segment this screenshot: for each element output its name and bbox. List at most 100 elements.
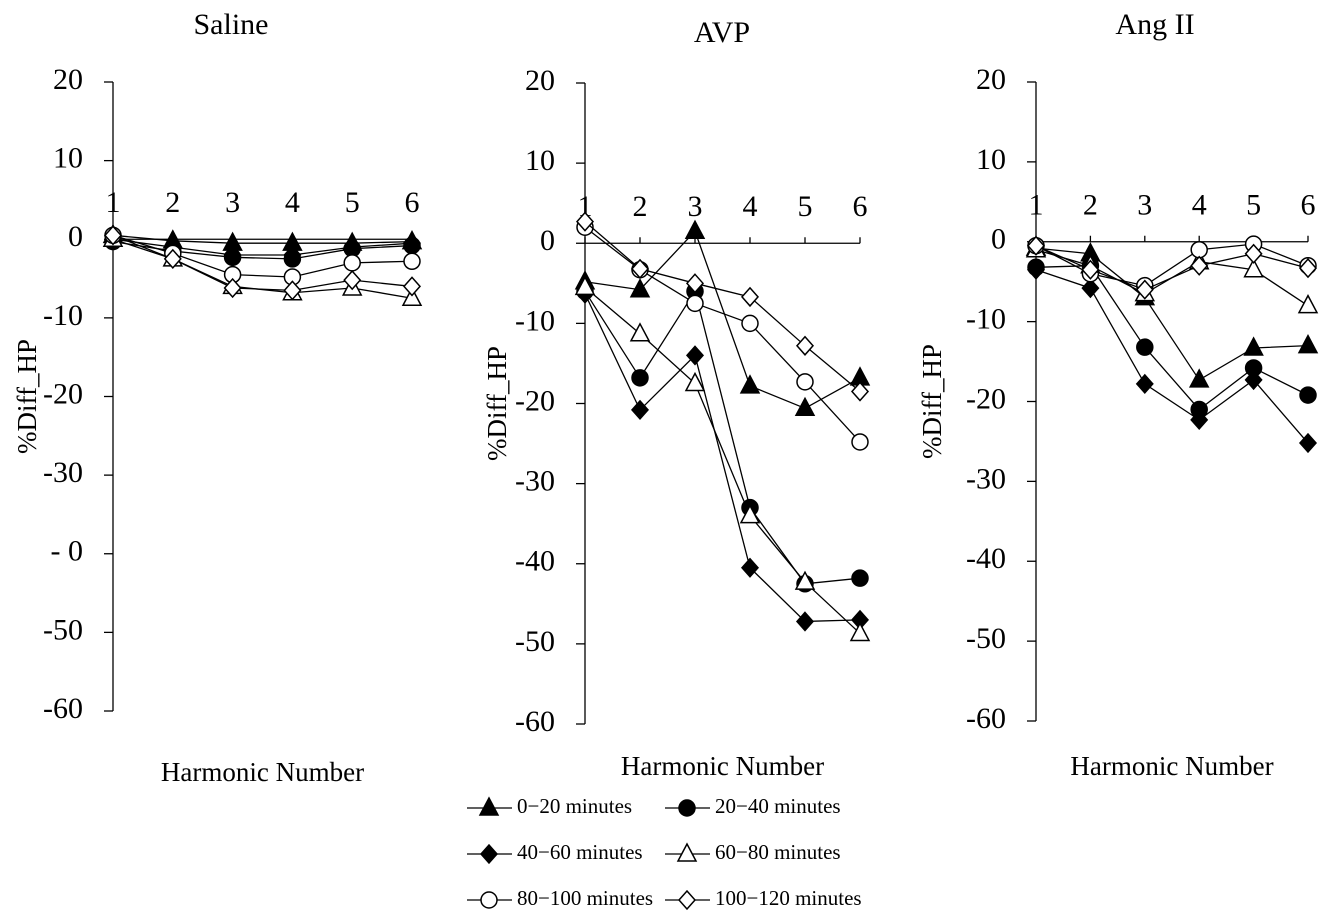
marker <box>741 314 759 333</box>
y-tick-label: -60 <box>966 702 1006 735</box>
marker <box>1081 259 1100 280</box>
x-tick-label: 6 <box>853 190 868 223</box>
y-tick-label: -30 <box>515 465 555 498</box>
marker <box>1297 294 1319 314</box>
marker <box>795 611 815 632</box>
series <box>576 282 869 593</box>
y-tick-label: -20 <box>43 377 83 410</box>
series-line <box>584 289 861 585</box>
marker <box>1190 255 1209 276</box>
y-tick-label: -30 <box>43 456 83 489</box>
series <box>1027 235 1317 295</box>
marker <box>631 369 649 387</box>
series-line <box>1035 265 1309 411</box>
x-tick-label: 5 <box>798 190 813 223</box>
y-axis-label: %Diff_HP <box>917 344 947 459</box>
y-tick-label: -40 <box>515 545 555 578</box>
x-tick-label: 1 <box>106 186 121 219</box>
marker <box>163 248 182 270</box>
y-tick-label: 0 <box>68 220 83 253</box>
x-tick-label: 3 <box>225 186 240 219</box>
marker <box>1188 368 1210 388</box>
marker <box>343 270 362 291</box>
marker <box>630 399 650 421</box>
marker <box>1298 432 1318 454</box>
series-line <box>584 286 861 634</box>
series <box>574 219 871 417</box>
marker <box>796 373 814 391</box>
x-tick-label: 3 <box>688 190 703 223</box>
marker <box>1135 373 1154 395</box>
legend-marker <box>480 891 498 909</box>
marker <box>629 322 651 342</box>
y-tick-label: -50 <box>966 622 1006 655</box>
marker <box>1244 243 1263 264</box>
series-line <box>112 240 413 260</box>
marker <box>1026 235 1046 256</box>
marker <box>1026 259 1046 280</box>
series <box>574 275 871 642</box>
y-tick-label: -60 <box>43 692 83 725</box>
legend-marker <box>478 796 500 816</box>
series <box>102 227 423 306</box>
legend-marker <box>676 842 698 862</box>
marker <box>1081 277 1100 299</box>
x-tick-label: 6 <box>1301 189 1316 222</box>
series-line <box>112 234 413 244</box>
marker <box>1243 258 1264 278</box>
series-line <box>112 238 413 256</box>
x-tick-label: 4 <box>743 190 758 223</box>
marker <box>739 374 761 394</box>
x-tick-label: 6 <box>405 186 420 219</box>
y-tick-label: -60 <box>515 705 555 738</box>
marker <box>1299 386 1317 404</box>
marker <box>574 275 596 296</box>
series-line <box>1035 243 1309 287</box>
series-line <box>1035 247 1309 381</box>
legend-label: 100−120 minutes <box>715 886 862 910</box>
marker <box>629 278 651 298</box>
series <box>575 211 870 402</box>
series <box>1026 259 1318 454</box>
marker <box>851 569 869 587</box>
y-tick-label: -50 <box>43 613 83 646</box>
marker <box>1298 257 1318 279</box>
marker <box>223 244 242 266</box>
marker <box>1297 333 1319 354</box>
marker <box>740 557 760 578</box>
marker <box>402 233 422 254</box>
x-tick-label: 2 <box>165 186 180 219</box>
y-tick-label: -40 <box>966 542 1006 575</box>
legend-label: 20−40 minutes <box>715 794 841 818</box>
y-tick-label: 0 <box>991 223 1006 256</box>
x-tick-label: 2 <box>633 190 648 223</box>
legend-marker <box>678 799 696 817</box>
y-tick-label: 0 <box>540 224 555 257</box>
chart-title: AVP <box>694 16 750 49</box>
marker <box>686 294 704 313</box>
marker <box>849 621 871 642</box>
y-tick-label: 20 <box>53 63 83 96</box>
marker <box>684 219 706 239</box>
y-axis-label: %Diff_HP <box>12 339 42 454</box>
x-tick-label: 3 <box>1137 189 1152 222</box>
marker <box>851 433 869 451</box>
marker <box>684 371 706 392</box>
series-line <box>1035 245 1309 291</box>
x-tick-label: 1 <box>578 190 593 223</box>
marker <box>403 252 421 271</box>
marker <box>685 273 705 294</box>
y-tick-label: -10 <box>515 304 555 337</box>
marker <box>283 244 302 266</box>
y-tick-label: - 0 <box>51 535 84 568</box>
y-tick-label: -20 <box>515 384 555 417</box>
x-tick-label: 4 <box>1192 189 1207 222</box>
series <box>1025 238 1319 314</box>
marker <box>794 396 816 417</box>
y-tick-label: 10 <box>525 144 555 177</box>
x-tick-label: 1 <box>1029 189 1044 222</box>
series <box>1026 235 1318 300</box>
legend-marker <box>677 889 697 911</box>
legend-label: 80−100 minutes <box>517 886 653 910</box>
marker <box>850 381 870 402</box>
